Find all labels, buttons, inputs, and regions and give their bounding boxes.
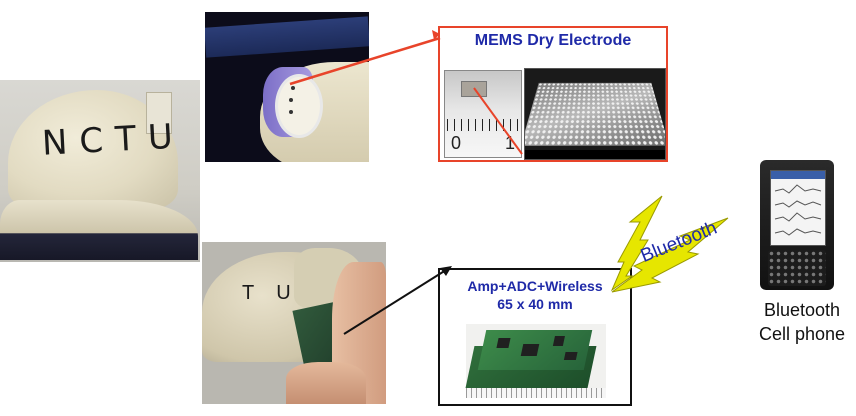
ruler-photo: 0 1	[444, 70, 522, 158]
phone-caption: Bluetooth Cell phone	[748, 298, 856, 346]
electrode-dot	[291, 86, 295, 90]
phone-keypad	[768, 250, 826, 286]
lightning-bolt-icon	[610, 195, 663, 292]
red-pointer-line	[289, 36, 441, 86]
hand-photo: TU	[202, 242, 386, 404]
cap-brim	[0, 200, 198, 260]
mems-title: MEMS Dry Electrode	[474, 32, 632, 49]
electrode-dot	[289, 110, 293, 114]
electrode-ring	[275, 74, 323, 138]
ruler-label-1: 1	[505, 133, 516, 153]
amp-module-panel: Amp+ADC+Wireless 65 x 40 mm	[438, 268, 632, 406]
cap-photo: NCTU	[0, 80, 200, 262]
eeg-waveform-icon	[771, 171, 825, 236]
amp-size: 65 x 40 mm	[497, 296, 573, 312]
electrode-dot	[289, 98, 293, 102]
cap-side-lettering: TU	[242, 282, 313, 304]
phone-screen	[770, 170, 826, 246]
sem-micrograph	[524, 68, 666, 160]
cell-phone	[760, 160, 834, 290]
sem-info-bar	[525, 150, 665, 159]
black-arrowhead	[440, 266, 452, 276]
red-arrowhead	[432, 30, 440, 40]
ruler-label-0: 0	[451, 133, 462, 153]
red-zoom-line	[473, 87, 523, 155]
phone-caption-line1: Bluetooth	[763, 300, 841, 320]
headband-photo	[205, 12, 369, 162]
cap-tab	[146, 92, 172, 134]
pcb-photo	[465, 324, 606, 398]
lightning-bolt-icon	[611, 217, 729, 293]
black-pointer-line	[343, 269, 447, 335]
mems-electrode-panel: MEMS Dry Electrode 0 1	[438, 26, 668, 162]
thumb	[286, 362, 366, 404]
ruler-ticks	[447, 119, 519, 131]
pcb-ruler	[466, 388, 606, 398]
phone-caption-line2: Cell phone	[758, 324, 846, 344]
amp-title: Amp+ADC+Wireless	[467, 278, 603, 294]
